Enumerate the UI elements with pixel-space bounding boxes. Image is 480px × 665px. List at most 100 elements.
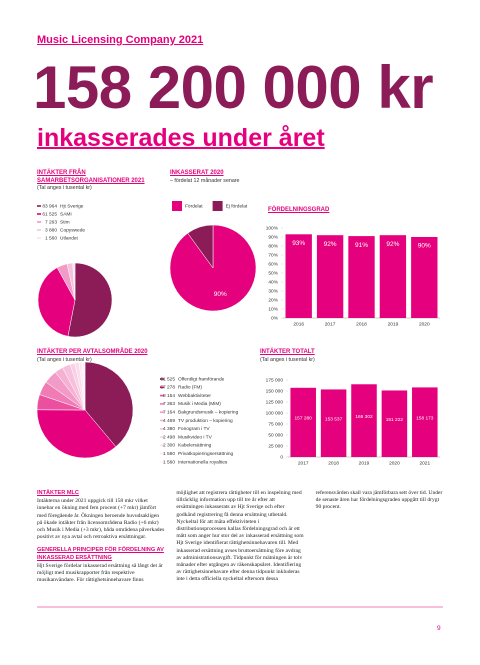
x-tick-label: 2017 — [298, 460, 309, 466]
bar — [348, 236, 375, 318]
page-number: 9 — [437, 625, 441, 632]
chart-heading: INTÄKTER PER AVTALSOMRÅDE 2020 (Tal anges… — [37, 349, 237, 364]
pie-slice — [84, 361, 134, 448]
y-tick-label: 25 000 — [268, 443, 283, 449]
legend-label: Kabelersättning — [178, 443, 212, 449]
x-tick-label: 2019 — [359, 460, 370, 466]
bar-value-label: 92% — [324, 241, 337, 248]
legend-value: 4 380 — [163, 426, 175, 432]
bar-value-label: 153 537 — [325, 416, 343, 422]
bar — [320, 389, 347, 457]
legend-value: 1 580 — [163, 451, 175, 457]
legend-swatch — [212, 201, 223, 211]
x-tick-label: 2018 — [328, 460, 339, 466]
legend-label: Privatkopieringsersättning — [178, 451, 234, 457]
y-tick-label: 80% — [268, 243, 278, 249]
legend-value: 83 964 — [42, 203, 57, 209]
legend-value: 2 300 — [163, 443, 175, 449]
pie-slice — [36, 409, 117, 459]
y-tick-label: 70% — [268, 252, 278, 258]
chart-subtitle: (Tal anges i tusental kr) — [37, 356, 92, 363]
legend-label: TV produktion – kopiering — [178, 418, 233, 424]
chart-title: FÖRDELNINGSGRAD — [268, 207, 330, 213]
chart-title: INTÄKTER TOTALT — [260, 349, 315, 355]
legend-value: 61 525 — [160, 376, 175, 382]
headline-subtitle: inkasserades under året — [37, 124, 325, 152]
legend-value: 8 154 — [163, 393, 175, 399]
legend-label: Stim — [60, 219, 70, 225]
legend-value: 7 164 — [163, 409, 175, 415]
legend-label: Utlandet — [60, 235, 79, 241]
bar — [379, 235, 407, 318]
legend-label: Internationella royalties — [178, 459, 228, 465]
y-tick-label: 125 000 — [266, 399, 284, 405]
y-tick-label: 0 — [280, 454, 283, 460]
chart-title: INTÄKTER FRÅN SAMARBETSORGANISATIONER 20… — [37, 170, 145, 184]
legend-value: 61 525 — [42, 211, 57, 217]
y-tick-label: 50 000 — [268, 432, 283, 438]
legend-label: Musikvideo i TV — [178, 434, 213, 440]
x-tick-label: 2016 — [293, 321, 304, 327]
legend-label: Radio (FM) — [178, 385, 202, 391]
legend-value: 57 278 — [160, 385, 175, 391]
bar-value-label: 90% — [418, 243, 431, 250]
bar — [285, 234, 312, 318]
chart-title: INTÄKTER PER AVTALSOMRÅDE 2020 — [37, 349, 148, 355]
legend-label: Bakgrundsmusik – kopiering — [178, 409, 239, 415]
bar — [290, 387, 316, 457]
bar-value-label: 151 222 — [386, 417, 404, 423]
legend-value: 2 498 — [163, 434, 175, 440]
section-heading: INTÄKTER MLC — [37, 490, 79, 496]
bar — [316, 235, 344, 318]
bar-value-label: 91% — [355, 242, 368, 249]
y-tick-label: 10% — [268, 306, 278, 312]
legend-label: Copyswede — [60, 227, 85, 233]
legend-value: 1 560 — [45, 235, 57, 241]
bar — [381, 390, 408, 457]
legend-label: Fördelat — [185, 203, 203, 209]
legend-label: Fonogram i TV — [178, 426, 210, 432]
body-text: INTÄKTER MLC Intäkterna under 2021 uppgic… — [37, 490, 443, 590]
chart-subtitle: (Tal anges i tusental kr) — [260, 356, 315, 363]
x-tick-label: 2018 — [356, 321, 367, 327]
y-tick-label: 175 000 — [266, 377, 284, 383]
pie-slice — [67, 262, 113, 338]
y-tick-label: 60% — [268, 261, 278, 267]
y-tick-label: 50% — [268, 270, 278, 276]
x-tick-label: 2019 — [388, 321, 399, 327]
bar — [411, 237, 438, 318]
legend-value: 1 560 — [163, 459, 175, 465]
y-tick-label: 20% — [268, 297, 278, 303]
bar-value-label: 93% — [292, 240, 305, 247]
x-tick-label: 2020 — [389, 460, 400, 466]
legend-label: Ej fördelat — [226, 203, 248, 209]
pie-slice — [81, 361, 86, 411]
pie-slice — [72, 262, 76, 301]
y-tick-label: 0% — [271, 315, 279, 321]
chart-heading: INTÄKTER TOTALT (Tal anges i tusental kr) — [260, 349, 410, 364]
bar-value-label: 157 280 — [295, 416, 313, 422]
y-tick-label: 90% — [268, 234, 278, 240]
kicker: Music Licensing Company 2021 — [37, 34, 204, 46]
y-tick-label: 30% — [268, 288, 278, 294]
pie-slice — [37, 267, 76, 337]
y-tick-label: 40% — [268, 279, 278, 285]
section-body: Hjt Sverige fördelar inkasserad ersättni… — [37, 490, 443, 584]
chart-subtitle: – fördelat 12 månader senare — [170, 177, 240, 184]
slice-label: 90% — [214, 291, 227, 298]
y-tick-label: 75 000 — [268, 421, 283, 427]
pie-slice — [187, 224, 214, 269]
legend-label: Musik i Media (MiM) — [178, 401, 221, 407]
chart-heading: INKASSERAT 2020– fördelat 12 månader sen… — [170, 170, 270, 185]
chart-heading: INTÄKTER FRÅN SAMARBETSORGANISATIONER 20… — [37, 170, 162, 192]
x-tick-label: 2020 — [419, 321, 430, 327]
y-tick-label: 150 000 — [266, 388, 284, 394]
bar-value-label: 92% — [386, 241, 399, 248]
bar-value-label: 165 302 — [355, 414, 373, 420]
chart-subtitle: (Tal anges i tusental kr) — [37, 185, 92, 191]
section-heading: GENERELLA PRINCIPER FÖR FÖRDELNING AV IN… — [37, 547, 164, 561]
legend-value: 7 263 — [45, 219, 57, 225]
legend-label: Webbaktiviteter — [178, 393, 211, 399]
